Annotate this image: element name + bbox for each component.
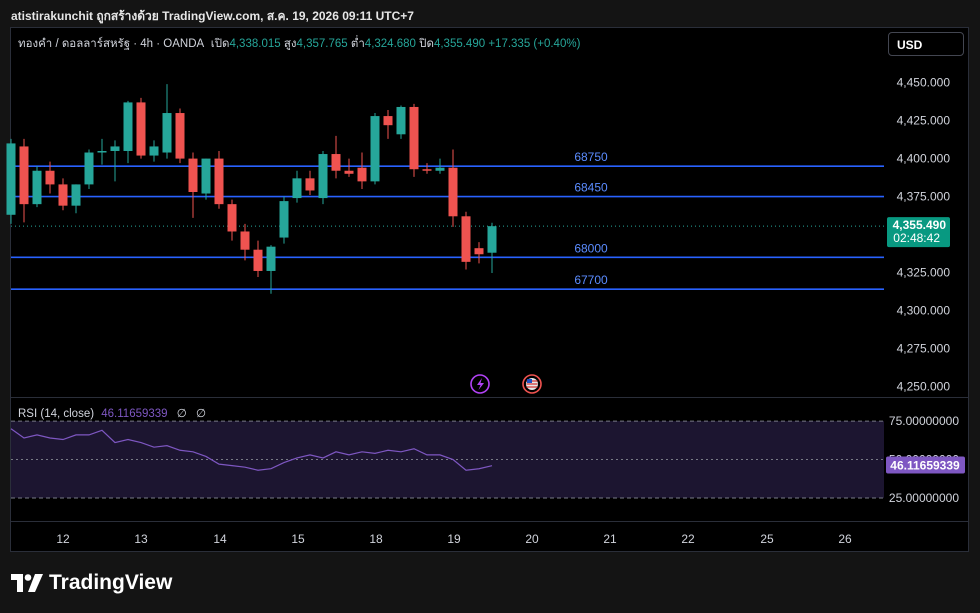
candle-body: [201, 158, 211, 194]
last-price-label: 4,355.490: [893, 218, 947, 232]
ohlc-legend: ทองคำ / ดอลลาร์สหรัฐ · 4h · OANDA เปิด4,…: [18, 35, 580, 53]
brand-name: TradingView: [49, 571, 173, 594]
time-tick-label: 22: [681, 532, 695, 546]
open-label: เปิด: [210, 38, 230, 50]
candle-body: [396, 106, 406, 135]
tradingview-logo-icon: [11, 574, 43, 592]
last-price-badge: [887, 217, 950, 248]
candle-body: [110, 146, 120, 151]
rsi-legend: RSI (14, close) 46.11659339 ∅ ∅: [18, 406, 206, 420]
time-tick-label: 21: [603, 532, 617, 546]
rsi-line: [10, 428, 493, 471]
rsi-legend-value: 46.11659339: [101, 408, 168, 420]
candle-body: [97, 151, 107, 153]
tradingview-logo[interactable]: TradingView: [11, 571, 172, 595]
candle-body: [331, 154, 341, 171]
candle-body: [279, 201, 289, 238]
candle-body: [292, 178, 302, 199]
rsi-extra-1: ∅: [176, 408, 187, 420]
price-tick-label: 4,300.000: [897, 303, 951, 317]
candle-body: [84, 152, 94, 185]
candle-body: [357, 167, 367, 182]
candle-body: [136, 102, 146, 156]
candle-body: [214, 158, 224, 205]
candle-body: [448, 167, 458, 217]
time-tick-label: 19: [447, 532, 461, 546]
candle-body: [188, 158, 198, 192]
candle-body: [32, 170, 42, 205]
price-tick-label: 4,325.000: [897, 265, 951, 279]
candle-body: [253, 249, 263, 271]
time-tick-label: 15: [291, 532, 305, 546]
low-label: ต่ำ: [350, 38, 365, 50]
candle-body: [162, 113, 172, 153]
candle-body: [175, 113, 185, 159]
candle-body: [227, 204, 237, 232]
candle-body: [19, 146, 29, 205]
level-label: 68000: [574, 241, 608, 255]
candle-body: [45, 170, 55, 185]
change-value: +17.335 (+0.40%): [488, 38, 581, 50]
candle-body: [370, 116, 380, 182]
candle-body: [6, 143, 16, 215]
candle-body: [149, 146, 159, 156]
lightning-icon: [477, 378, 484, 390]
open-value: 4,338.015: [229, 38, 281, 50]
rsi-tick-label: 25.00000000: [889, 491, 959, 505]
candle-body: [422, 169, 432, 171]
price-tick-label: 4,400.000: [897, 152, 951, 166]
candle-body: [383, 116, 393, 126]
candle-body: [344, 170, 354, 174]
countdown-label: 02:48:42: [893, 231, 940, 245]
high-value: 4,357.765: [296, 38, 348, 50]
price-tick-label: 4,425.000: [897, 114, 951, 128]
time-tick-label: 25: [760, 532, 774, 546]
rsi-label[interactable]: RSI (14, close): [18, 408, 95, 420]
candle-body: [461, 216, 471, 262]
time-tick-label: 18: [369, 532, 383, 546]
price-tick-label: 4,375.000: [897, 190, 951, 204]
time-tick-label: 20: [525, 532, 539, 546]
time-tick-label: 26: [838, 532, 852, 546]
candle-body: [318, 154, 328, 199]
high-label: สูง: [283, 38, 297, 50]
rsi-tick-label: 75.00000000: [889, 414, 959, 428]
candle-body: [123, 102, 133, 151]
symbol-name[interactable]: ทองคำ / ดอลลาร์สหรัฐ · 4h · OANDA: [18, 38, 204, 50]
time-tick-label: 13: [134, 532, 148, 546]
candle-body: [58, 184, 68, 206]
currency-button[interactable]: USD: [888, 32, 964, 56]
level-label: 68750: [574, 150, 608, 164]
price-tick-label: 4,275.000: [897, 341, 951, 355]
candle-body: [487, 226, 497, 253]
rsi-value-badge: [886, 456, 965, 474]
close-label: ปิด: [419, 38, 434, 50]
rsi-extra-2: ∅: [196, 408, 207, 420]
close-value: 4,355.490: [433, 38, 486, 50]
candle-body: [266, 246, 276, 271]
rsi-value-label: 46.11659339: [890, 458, 960, 472]
time-tick-label: 14: [213, 532, 227, 546]
candle-body: [240, 231, 250, 250]
price-tick-label: 4,450.000: [897, 76, 951, 90]
candle-body: [474, 248, 484, 255]
flag-canton: [527, 379, 532, 383]
time-tick-label: 12: [56, 532, 70, 546]
candle-body: [305, 178, 315, 191]
low-value: 4,324.680: [364, 38, 416, 50]
price-tick-label: 4,250.000: [897, 379, 951, 393]
candle-body: [71, 184, 81, 206]
candle-body: [409, 106, 419, 170]
level-label: 68450: [574, 181, 608, 195]
candle-body: [435, 167, 445, 171]
level-label: 67700: [574, 273, 608, 287]
chart-caption: atistirakunchit ถูกสร้างด้วย TradingView…: [11, 9, 414, 23]
